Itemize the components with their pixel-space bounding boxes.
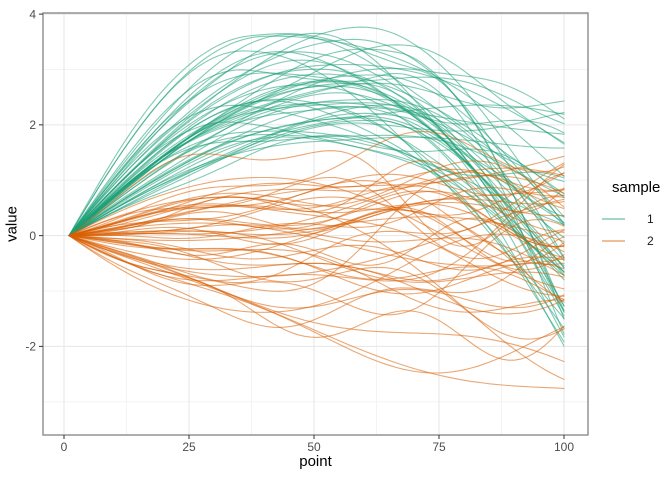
series-line-sample-2 (68, 185, 565, 248)
series-line-sample-2 (68, 162, 565, 237)
series-line-sample-2 (68, 235, 565, 340)
legend: sample 1 2 (602, 179, 660, 252)
y-tick-label: -2 (25, 340, 36, 354)
y-tick-label: 0 (29, 229, 36, 243)
series-line-sample-1 (68, 26, 565, 237)
series-line-sample-2 (68, 164, 565, 282)
series-line-sample-2 (68, 130, 565, 237)
series-line-sample-2 (68, 222, 565, 267)
series-lines (68, 26, 565, 389)
series-line-sample-2 (68, 216, 565, 243)
series-line-sample-2 (68, 235, 565, 363)
series-line-sample-1 (68, 112, 565, 338)
series-line-sample-1 (68, 67, 565, 312)
series-line-sample-1 (68, 104, 565, 237)
series-line-sample-2 (68, 219, 565, 316)
x-tick-label: 75 (432, 440, 446, 454)
y-tick-label: 2 (29, 118, 36, 132)
y-axis-title: value (3, 206, 21, 242)
x-tick-label: 100 (554, 440, 574, 454)
series-line-sample-1 (68, 38, 565, 258)
series-line-sample-1 (68, 74, 565, 237)
series-line-sample-1 (68, 73, 565, 237)
legend-label-sample-2: 2 (647, 234, 654, 248)
series-line-sample-2 (68, 230, 565, 283)
series-line-sample-2 (68, 186, 565, 239)
series-line-sample-1 (68, 32, 565, 307)
series-line-sample-1 (68, 136, 565, 237)
legend-key-line-sample-2 (602, 240, 625, 242)
series-line-sample-1 (68, 44, 565, 237)
series-line-sample-1 (68, 33, 565, 237)
series-line-sample-2 (68, 176, 565, 290)
x-tick-label: 0 (61, 440, 68, 454)
series-line-sample-2 (68, 206, 565, 271)
x-tick-label: 50 (307, 440, 321, 454)
series-line-sample-1 (68, 105, 565, 237)
x-tick-label: 25 (182, 440, 196, 454)
series-line-sample-2 (68, 235, 565, 389)
series-line-sample-2 (68, 209, 565, 263)
series-line-sample-1 (68, 102, 565, 237)
series-line-sample-2 (68, 171, 565, 292)
series-line-sample-2 (68, 235, 565, 282)
legend-item-sample-2: 2 (602, 230, 660, 252)
series-line-sample-1 (68, 59, 565, 237)
series-line-sample-2 (68, 235, 565, 309)
series-line-sample-1 (68, 72, 565, 335)
series-line-sample-1 (68, 98, 565, 259)
panel-border (42, 12, 589, 436)
series-line-sample-2 (68, 172, 565, 284)
series-line-sample-2 (68, 160, 565, 237)
series-line-sample-2 (68, 192, 565, 303)
series-line-sample-1 (68, 84, 565, 281)
series-line-sample-1 (68, 69, 565, 237)
legend-key-line-sample-1 (602, 218, 625, 220)
series-line-sample-2 (68, 233, 565, 313)
series-line-sample-1 (68, 134, 565, 237)
x-axis-title: point (299, 453, 332, 470)
series-line-sample-1 (68, 72, 565, 239)
series-line-sample-2 (68, 167, 565, 237)
y-tick-label: 4 (29, 7, 36, 21)
legend-title: sample (612, 179, 661, 196)
series-line-sample-1 (68, 34, 565, 237)
series-line-sample-2 (68, 235, 565, 328)
series-line-sample-2 (68, 203, 565, 259)
legend-item-sample-1: 1 (602, 208, 660, 230)
legend-label-sample-1: 1 (647, 212, 654, 226)
